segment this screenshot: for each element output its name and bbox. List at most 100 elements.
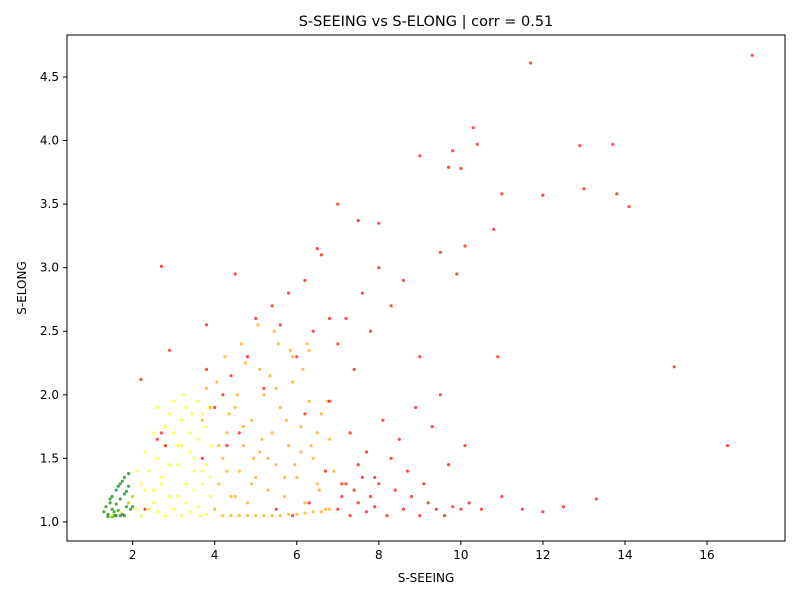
data-point	[204, 512, 209, 516]
data-point	[287, 291, 291, 295]
data-point	[672, 365, 676, 369]
points-layer	[102, 53, 754, 519]
data-point	[155, 510, 159, 514]
data-point	[315, 431, 319, 435]
data-point	[184, 501, 188, 505]
data-point	[250, 418, 254, 422]
data-point	[135, 507, 139, 511]
data-point	[422, 482, 426, 486]
data-point	[418, 514, 422, 518]
data-point	[401, 278, 405, 282]
data-point	[328, 507, 332, 511]
data-point	[198, 514, 202, 518]
data-point	[447, 165, 451, 169]
data-point	[270, 514, 274, 518]
data-point	[303, 278, 307, 282]
data-point	[114, 488, 118, 492]
data-point	[155, 437, 159, 441]
data-point	[291, 380, 295, 384]
data-point	[172, 507, 176, 511]
data-point	[131, 494, 135, 499]
data-point	[274, 386, 278, 390]
data-point	[221, 393, 225, 397]
data-point	[176, 494, 180, 499]
data-point	[245, 355, 250, 359]
data-point	[118, 482, 122, 486]
data-point	[221, 514, 225, 518]
data-point	[256, 323, 260, 327]
data-point	[447, 463, 451, 467]
data-point	[106, 515, 110, 519]
data-point	[229, 494, 233, 499]
data-point	[397, 437, 401, 441]
data-point	[299, 450, 303, 454]
x-tick-label: 4	[211, 548, 219, 562]
data-point	[303, 501, 307, 505]
data-point	[124, 505, 129, 509]
data-point	[561, 505, 566, 509]
data-point	[114, 502, 118, 506]
data-point	[301, 367, 305, 371]
data-point	[122, 475, 126, 479]
data-point	[381, 418, 385, 422]
x-axis-label: S-SEEING	[398, 571, 455, 585]
data-point	[323, 469, 328, 473]
data-point	[356, 219, 360, 223]
data-point	[276, 342, 280, 346]
data-point	[200, 412, 204, 416]
data-point	[323, 507, 328, 511]
data-point	[377, 482, 381, 486]
data-point	[328, 437, 332, 441]
data-point	[627, 205, 631, 209]
data-point	[291, 514, 295, 518]
data-point	[168, 348, 172, 352]
data-point	[241, 444, 245, 448]
y-tick-label: 4.0	[40, 134, 59, 148]
x-tick-label: 10	[453, 548, 468, 562]
y-axis: 1.0 1.5 2.0 2.5 3.0 3.5 4.0 4.5	[40, 70, 67, 529]
data-point	[336, 507, 340, 511]
data-point	[116, 484, 120, 488]
data-point	[110, 507, 114, 511]
data-point	[272, 329, 276, 333]
data-point	[168, 412, 172, 416]
data-point	[108, 501, 112, 505]
data-point	[124, 489, 129, 493]
data-point	[492, 227, 496, 232]
data-point	[163, 444, 168, 448]
data-point	[196, 437, 200, 441]
data-point	[311, 456, 315, 460]
data-point	[215, 380, 219, 384]
data-point	[196, 399, 200, 403]
data-point	[459, 166, 463, 171]
data-point	[726, 444, 730, 448]
data-point	[430, 425, 434, 429]
data-point	[200, 482, 204, 486]
data-point	[317, 488, 321, 492]
data-point	[319, 510, 323, 514]
data-point	[496, 355, 500, 359]
data-point	[475, 142, 479, 146]
data-point	[168, 463, 172, 467]
data-point	[541, 510, 545, 514]
data-point	[120, 479, 124, 483]
data-point	[250, 482, 254, 486]
data-point	[104, 505, 108, 509]
data-point	[159, 264, 163, 268]
data-point	[110, 514, 114, 518]
data-point	[364, 510, 369, 514]
data-point	[245, 514, 250, 518]
data-point	[225, 444, 229, 448]
data-point	[200, 456, 204, 460]
data-point	[102, 510, 106, 514]
data-point	[192, 469, 196, 473]
data-point	[369, 329, 373, 333]
data-point	[455, 272, 459, 276]
data-point	[529, 61, 533, 65]
data-point	[328, 316, 332, 321]
data-point	[209, 405, 213, 410]
data-point	[200, 418, 204, 422]
data-point	[315, 247, 319, 251]
x-tick-label: 8	[375, 548, 383, 562]
data-point	[118, 514, 122, 518]
